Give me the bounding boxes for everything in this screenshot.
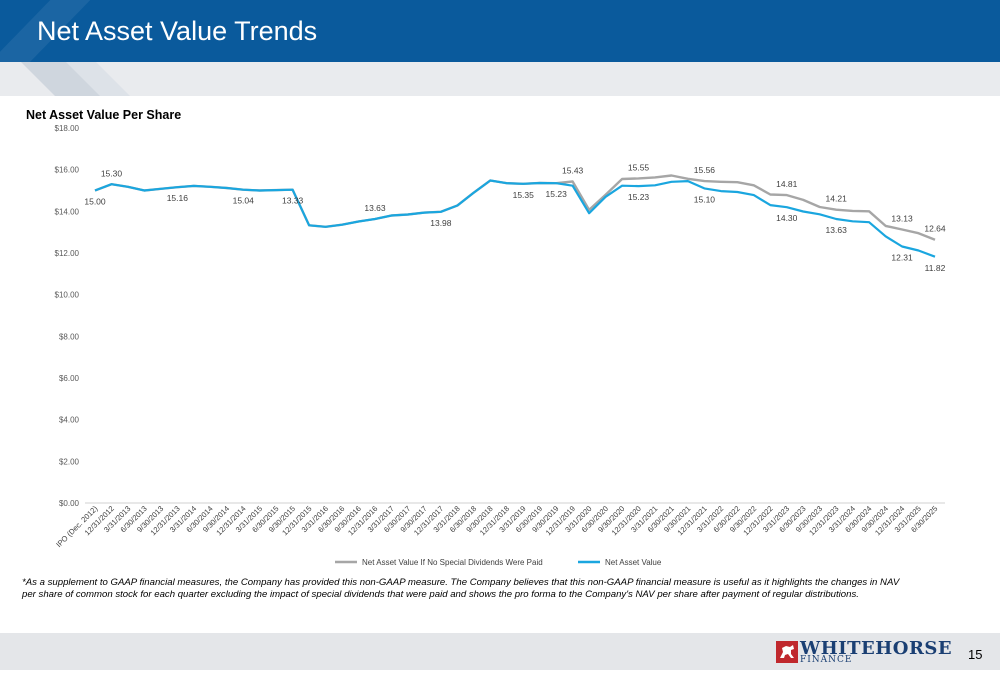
nav-line-chart: $0.00 $2.00 $4.00 $6.00 $8.00 $10.00 $12.00 $14… — [54, 124, 946, 567]
series-nav-line — [94, 179, 936, 258]
y-tick-label: $8.00 — [59, 332, 80, 341]
y-tick-label: $0.00 — [59, 499, 80, 508]
data-label: 13.98 — [430, 218, 452, 228]
y-tick-label: $16.00 — [55, 166, 80, 175]
data-label: 11.82 — [925, 263, 946, 273]
data-label: 12.64 — [924, 224, 946, 234]
series-layer — [94, 174, 936, 258]
horse-icon — [776, 641, 798, 663]
data-labels: 15.00 15.30 15.16 15.04 13.33 13.63 13.98 15.35… — [84, 162, 946, 272]
whitehorse-logo: WHITEHORSE FINANCE — [776, 638, 952, 665]
logo-line1: WHITEHORSE — [800, 638, 953, 659]
header-bar: Net Asset Value Trends — [0, 0, 1000, 62]
data-label: 15.43 — [562, 166, 584, 176]
footnote: *As a supplement to GAAP financial measu… — [22, 577, 900, 600]
data-label: 14.30 — [776, 213, 798, 223]
data-label: 15.16 — [167, 193, 189, 203]
y-tick-label: $14.00 — [55, 207, 80, 216]
data-label: 14.81 — [776, 179, 798, 189]
page-title: Net Asset Value Trends — [37, 16, 318, 46]
data-label: 15.56 — [694, 165, 716, 175]
legend: Net Asset Value If No Special Dividends … — [335, 558, 662, 567]
y-tick-label: $12.00 — [55, 249, 80, 258]
data-label: 15.04 — [233, 196, 255, 206]
data-label: 13.63 — [364, 203, 386, 213]
page-number: 15 — [968, 647, 983, 662]
data-label: 14.21 — [826, 194, 848, 204]
data-label: 15.35 — [513, 190, 535, 200]
legend-label-nav: Net Asset Value — [605, 558, 662, 567]
y-tick-label: $10.00 — [55, 291, 80, 300]
y-tick-label: $4.00 — [59, 416, 80, 425]
band-decoration — [21, 62, 130, 96]
x-axis: IPO (Dec. 2012)12/31/20123/31/20136/30/2… — [54, 504, 939, 549]
chart-title: Net Asset Value Per Share — [26, 108, 182, 122]
y-tick-label: $18.00 — [55, 124, 80, 133]
data-label: 15.55 — [628, 162, 650, 172]
data-label: 15.23 — [628, 192, 650, 202]
data-label: 13.33 — [282, 196, 304, 206]
legend-label-no-special: Net Asset Value If No Special Dividends … — [362, 558, 543, 567]
header-decoration — [0, 0, 91, 62]
series-nav-no-special-line — [94, 174, 936, 241]
data-label: 15.00 — [84, 197, 106, 207]
data-label: 13.63 — [826, 225, 848, 235]
footer-bar — [0, 633, 1000, 670]
data-label: 13.13 — [891, 213, 913, 223]
data-label: 15.10 — [694, 194, 716, 204]
logo-line2: FINANCE — [800, 655, 853, 665]
header-band — [0, 62, 1000, 96]
y-tick-label: $2.00 — [59, 457, 80, 466]
data-label: 12.31 — [891, 253, 913, 263]
data-label: 15.23 — [546, 189, 568, 199]
y-tick-label: $6.00 — [59, 374, 80, 383]
y-axis: $0.00 $2.00 $4.00 $6.00 $8.00 $10.00 $12.00 $14… — [55, 124, 80, 508]
data-label: 15.30 — [101, 168, 123, 178]
